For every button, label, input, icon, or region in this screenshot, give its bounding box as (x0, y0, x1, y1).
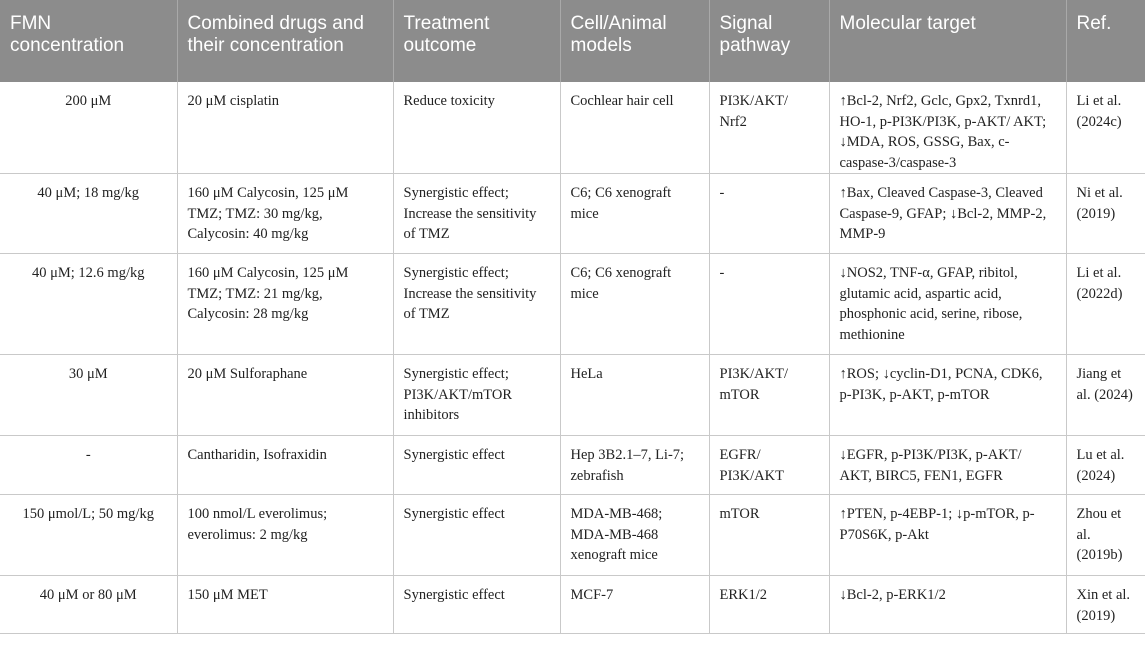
cell-molecular-target: ↓EGFR, p-PI3K/PI3K, p-AKT/ AKT, BIRC5, F… (829, 435, 1067, 495)
cell-combined-drugs: Cantharidin, Isofraxidin (177, 435, 394, 495)
cell-ref: Li et al. (2022d) (1066, 253, 1145, 355)
cell-combined-drugs: 150 μM MET (177, 575, 394, 634)
cell-molecular-target: ↓NOS2, TNF-α, GFAP, ribitol, glutamic ac… (829, 253, 1067, 355)
cell-treatment-outcome: Synergistic effect (393, 575, 561, 634)
table-body: 200 μM 20 μM cisplatin Reduce toxicity C… (0, 82, 1145, 634)
cell-cell-animal-models: MDA-MB-468; MDA-MB-468 xenograft mice (560, 494, 710, 576)
header-signal-pathway: Signal pathway (709, 0, 830, 82)
cell-cell-animal-models: C6; C6 xenograft mice (560, 253, 710, 355)
cell-ref: Jiang et al. (2024) (1066, 354, 1145, 436)
cell-signal-pathway: - (709, 253, 830, 355)
cell-treatment-outcome: Synergistic effect (393, 435, 561, 495)
header-cell-animal-models: Cell/Animal models (560, 0, 710, 82)
cell-combined-drugs: 160 μM Calycosin, 125 μM TMZ; TMZ: 30 mg… (177, 173, 394, 254)
cell-treatment-outcome: Synergistic effect; Increase the sensiti… (393, 253, 561, 355)
cell-cell-animal-models: Cochlear hair cell (560, 82, 710, 174)
header-fmn-concentration: FMN concentration (0, 0, 178, 82)
cell-signal-pathway: ERK1/2 (709, 575, 830, 634)
cell-combined-drugs: 20 μM Sulforaphane (177, 354, 394, 436)
cell-cell-animal-models: Hep 3B2.1–7, Li-7; zebrafish (560, 435, 710, 495)
cell-signal-pathway: mTOR (709, 494, 830, 576)
cell-fmn-concentration: 40 μM; 18 mg/kg (0, 173, 178, 254)
cell-cell-animal-models: C6; C6 xenograft mice (560, 173, 710, 254)
header-molecular-target: Molecular target (829, 0, 1067, 82)
table-row: 40 μM; 12.6 mg/kg 160 μM Calycosin, 125 … (0, 253, 1145, 355)
table-row: 30 μM 20 μM Sulforaphane Synergistic eff… (0, 354, 1145, 436)
header-row: FMN concentration Combined drugs and the… (0, 0, 1145, 82)
cell-combined-drugs: 100 nmol/L everolimus; everolimus: 2 mg/… (177, 494, 394, 576)
cell-fmn-concentration: 40 μM; 12.6 mg/kg (0, 253, 178, 355)
cell-ref: Ni et al. (2019) (1066, 173, 1145, 254)
cell-signal-pathway: - (709, 173, 830, 254)
table-row: 200 μM 20 μM cisplatin Reduce toxicity C… (0, 82, 1145, 174)
cell-molecular-target: ↓Bcl-2, p-ERK1/2 (829, 575, 1067, 634)
cell-molecular-target: ↑Bcl-2, Nrf2, Gclc, Gpx2, Txnrd1, HO-1, … (829, 82, 1067, 174)
table-row: 150 μmol/L; 50 mg/kg 100 nmol/L everolim… (0, 494, 1145, 576)
cell-combined-drugs: 20 μM cisplatin (177, 82, 394, 174)
cell-treatment-outcome: Synergistic effect; PI3K/AKT/mTOR inhibi… (393, 354, 561, 436)
cell-molecular-target: ↑Bax, Cleaved Caspase-3, Cleaved Caspase… (829, 173, 1067, 254)
cell-molecular-target: ↑PTEN, p-4EBP-1; ↓p-mTOR, p-P70S6K, p-Ak… (829, 494, 1067, 576)
cell-treatment-outcome: Synergistic effect; Increase the sensiti… (393, 173, 561, 254)
cell-cell-animal-models: MCF-7 (560, 575, 710, 634)
cell-fmn-concentration: 40 μM or 80 μM (0, 575, 178, 634)
header-combined-drugs: Combined drugs and their concentration (177, 0, 394, 82)
cell-signal-pathway: EGFR/ PI3K/AKT (709, 435, 830, 495)
cell-cell-animal-models: HeLa (560, 354, 710, 436)
cell-ref: Xin et al. (2019) (1066, 575, 1145, 634)
cell-combined-drugs: 160 μM Calycosin, 125 μM TMZ; TMZ: 21 mg… (177, 253, 394, 355)
cell-signal-pathway: PI3K/AKT/ Nrf2 (709, 82, 830, 174)
cell-fmn-concentration: 30 μM (0, 354, 178, 436)
header-ref: Ref. (1066, 0, 1145, 82)
table-row: 40 μM; 18 mg/kg 160 μM Calycosin, 125 μM… (0, 173, 1145, 254)
cell-ref: Lu et al. (2024) (1066, 435, 1145, 495)
cell-signal-pathway: PI3K/AKT/ mTOR (709, 354, 830, 436)
cell-treatment-outcome: Synergistic effect (393, 494, 561, 576)
cell-ref: Li et al. (2024c) (1066, 82, 1145, 174)
cell-molecular-target: ↑ROS; ↓cyclin-D1, PCNA, CDK6, p-PI3K, p-… (829, 354, 1067, 436)
table-row: 40 μM or 80 μM 150 μM MET Synergistic ef… (0, 575, 1145, 634)
cell-treatment-outcome: Reduce toxicity (393, 82, 561, 174)
table-row: - Cantharidin, Isofraxidin Synergistic e… (0, 435, 1145, 495)
drug-combination-table: FMN concentration Combined drugs and the… (0, 0, 1145, 634)
cell-ref: Zhou et al. (2019b) (1066, 494, 1145, 576)
header-treatment-outcome: Treatment outcome (393, 0, 561, 82)
cell-fmn-concentration: 150 μmol/L; 50 mg/kg (0, 494, 178, 576)
cell-fmn-concentration: - (0, 435, 178, 495)
cell-fmn-concentration: 200 μM (0, 82, 178, 174)
table-header: FMN concentration Combined drugs and the… (0, 0, 1145, 82)
